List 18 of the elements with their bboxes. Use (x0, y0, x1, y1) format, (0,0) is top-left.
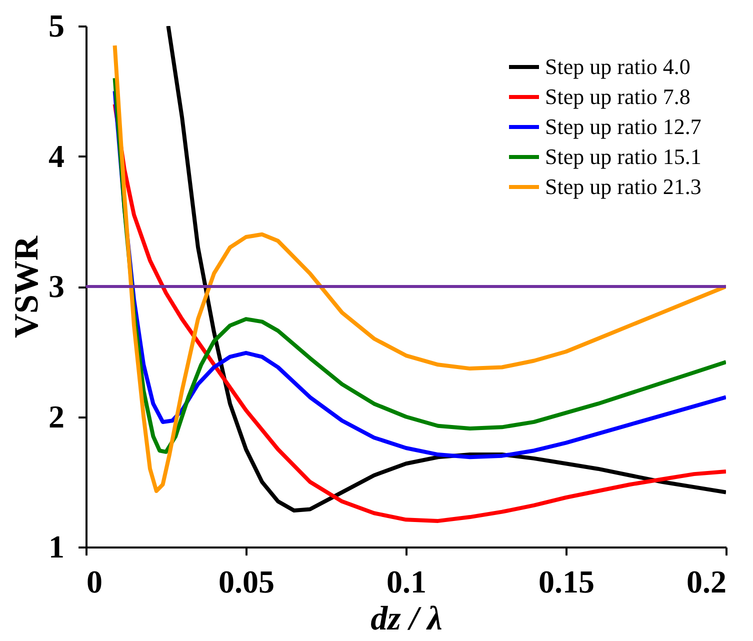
y-tick-label: 3 (48, 268, 64, 304)
legend-label: Step up ratio 7.8 (545, 84, 690, 109)
x-tick-label: 0 (86, 564, 102, 600)
legend-label: Step up ratio 21.3 (545, 174, 702, 199)
x-tick-label: 0.15 (538, 564, 594, 600)
y-tick-label: 5 (48, 8, 64, 44)
x-axis-title: dz / λ (370, 600, 442, 638)
legend-label: Step up ratio 15.1 (545, 144, 702, 169)
x-tick-label: 0.1 (386, 564, 426, 600)
y-tick-label: 4 (48, 138, 64, 174)
x-tick-label: 0.2 (686, 564, 726, 600)
y-axis-title: VSWR (8, 236, 46, 338)
legend-label: Step up ratio 12.7 (545, 114, 702, 139)
y-tick-label: 2 (48, 398, 64, 434)
legend-label: Step up ratio 4.0 (545, 54, 690, 79)
x-tick-label: 0.05 (218, 564, 274, 600)
y-tick-label: 1 (48, 528, 64, 564)
line-series (112, 44, 726, 493)
